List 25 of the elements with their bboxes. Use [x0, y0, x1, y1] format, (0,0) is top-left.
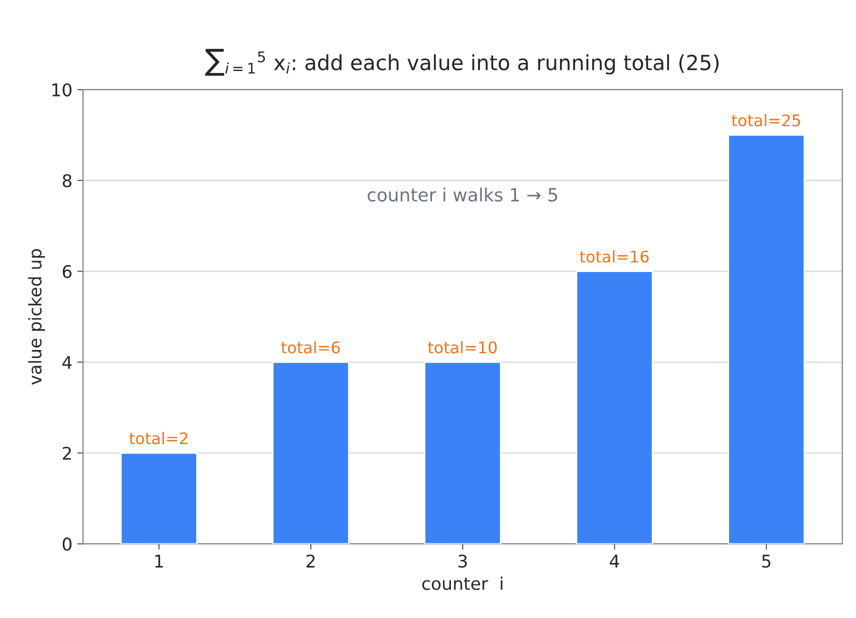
- annotation: total=16: [580, 250, 649, 263]
- y-tick-label: 4: [62, 356, 72, 369]
- annotation: total=25: [732, 114, 800, 126]
- bar: [272, 361, 350, 544]
- x-axis-title: counter i: [422, 576, 502, 590]
- x-tick-label: 1: [155, 554, 163, 568]
- annotation: counter i walks 1 → 5: [368, 188, 558, 202]
- annotation: total=10: [428, 341, 497, 354]
- y-tick-label: 10: [52, 83, 72, 96]
- y-tick-label: 8: [62, 174, 72, 188]
- chart-title: ∑$_{i=1}$$^{5}$ x$_{i}$: add each value into a running total (25): [205, 48, 719, 76]
- x-tick-label: 2: [306, 554, 315, 568]
- bar: [424, 361, 502, 544]
- x-tick-label: 5: [762, 554, 770, 568]
- bar: [728, 134, 806, 544]
- x-tick-label: 4: [610, 554, 620, 568]
- y-tick-label: 6: [62, 265, 72, 278]
- annotation: total=6: [281, 341, 340, 354]
- bar: [120, 452, 198, 544]
- y-tick-label: 2: [62, 446, 71, 460]
- y-tick-label: 0: [62, 538, 72, 551]
- x-tick-label: 3: [458, 554, 467, 568]
- bar: [576, 270, 654, 544]
- annotation: total=2: [129, 432, 188, 444]
- y-axis-title: value picked up: [28, 249, 45, 385]
